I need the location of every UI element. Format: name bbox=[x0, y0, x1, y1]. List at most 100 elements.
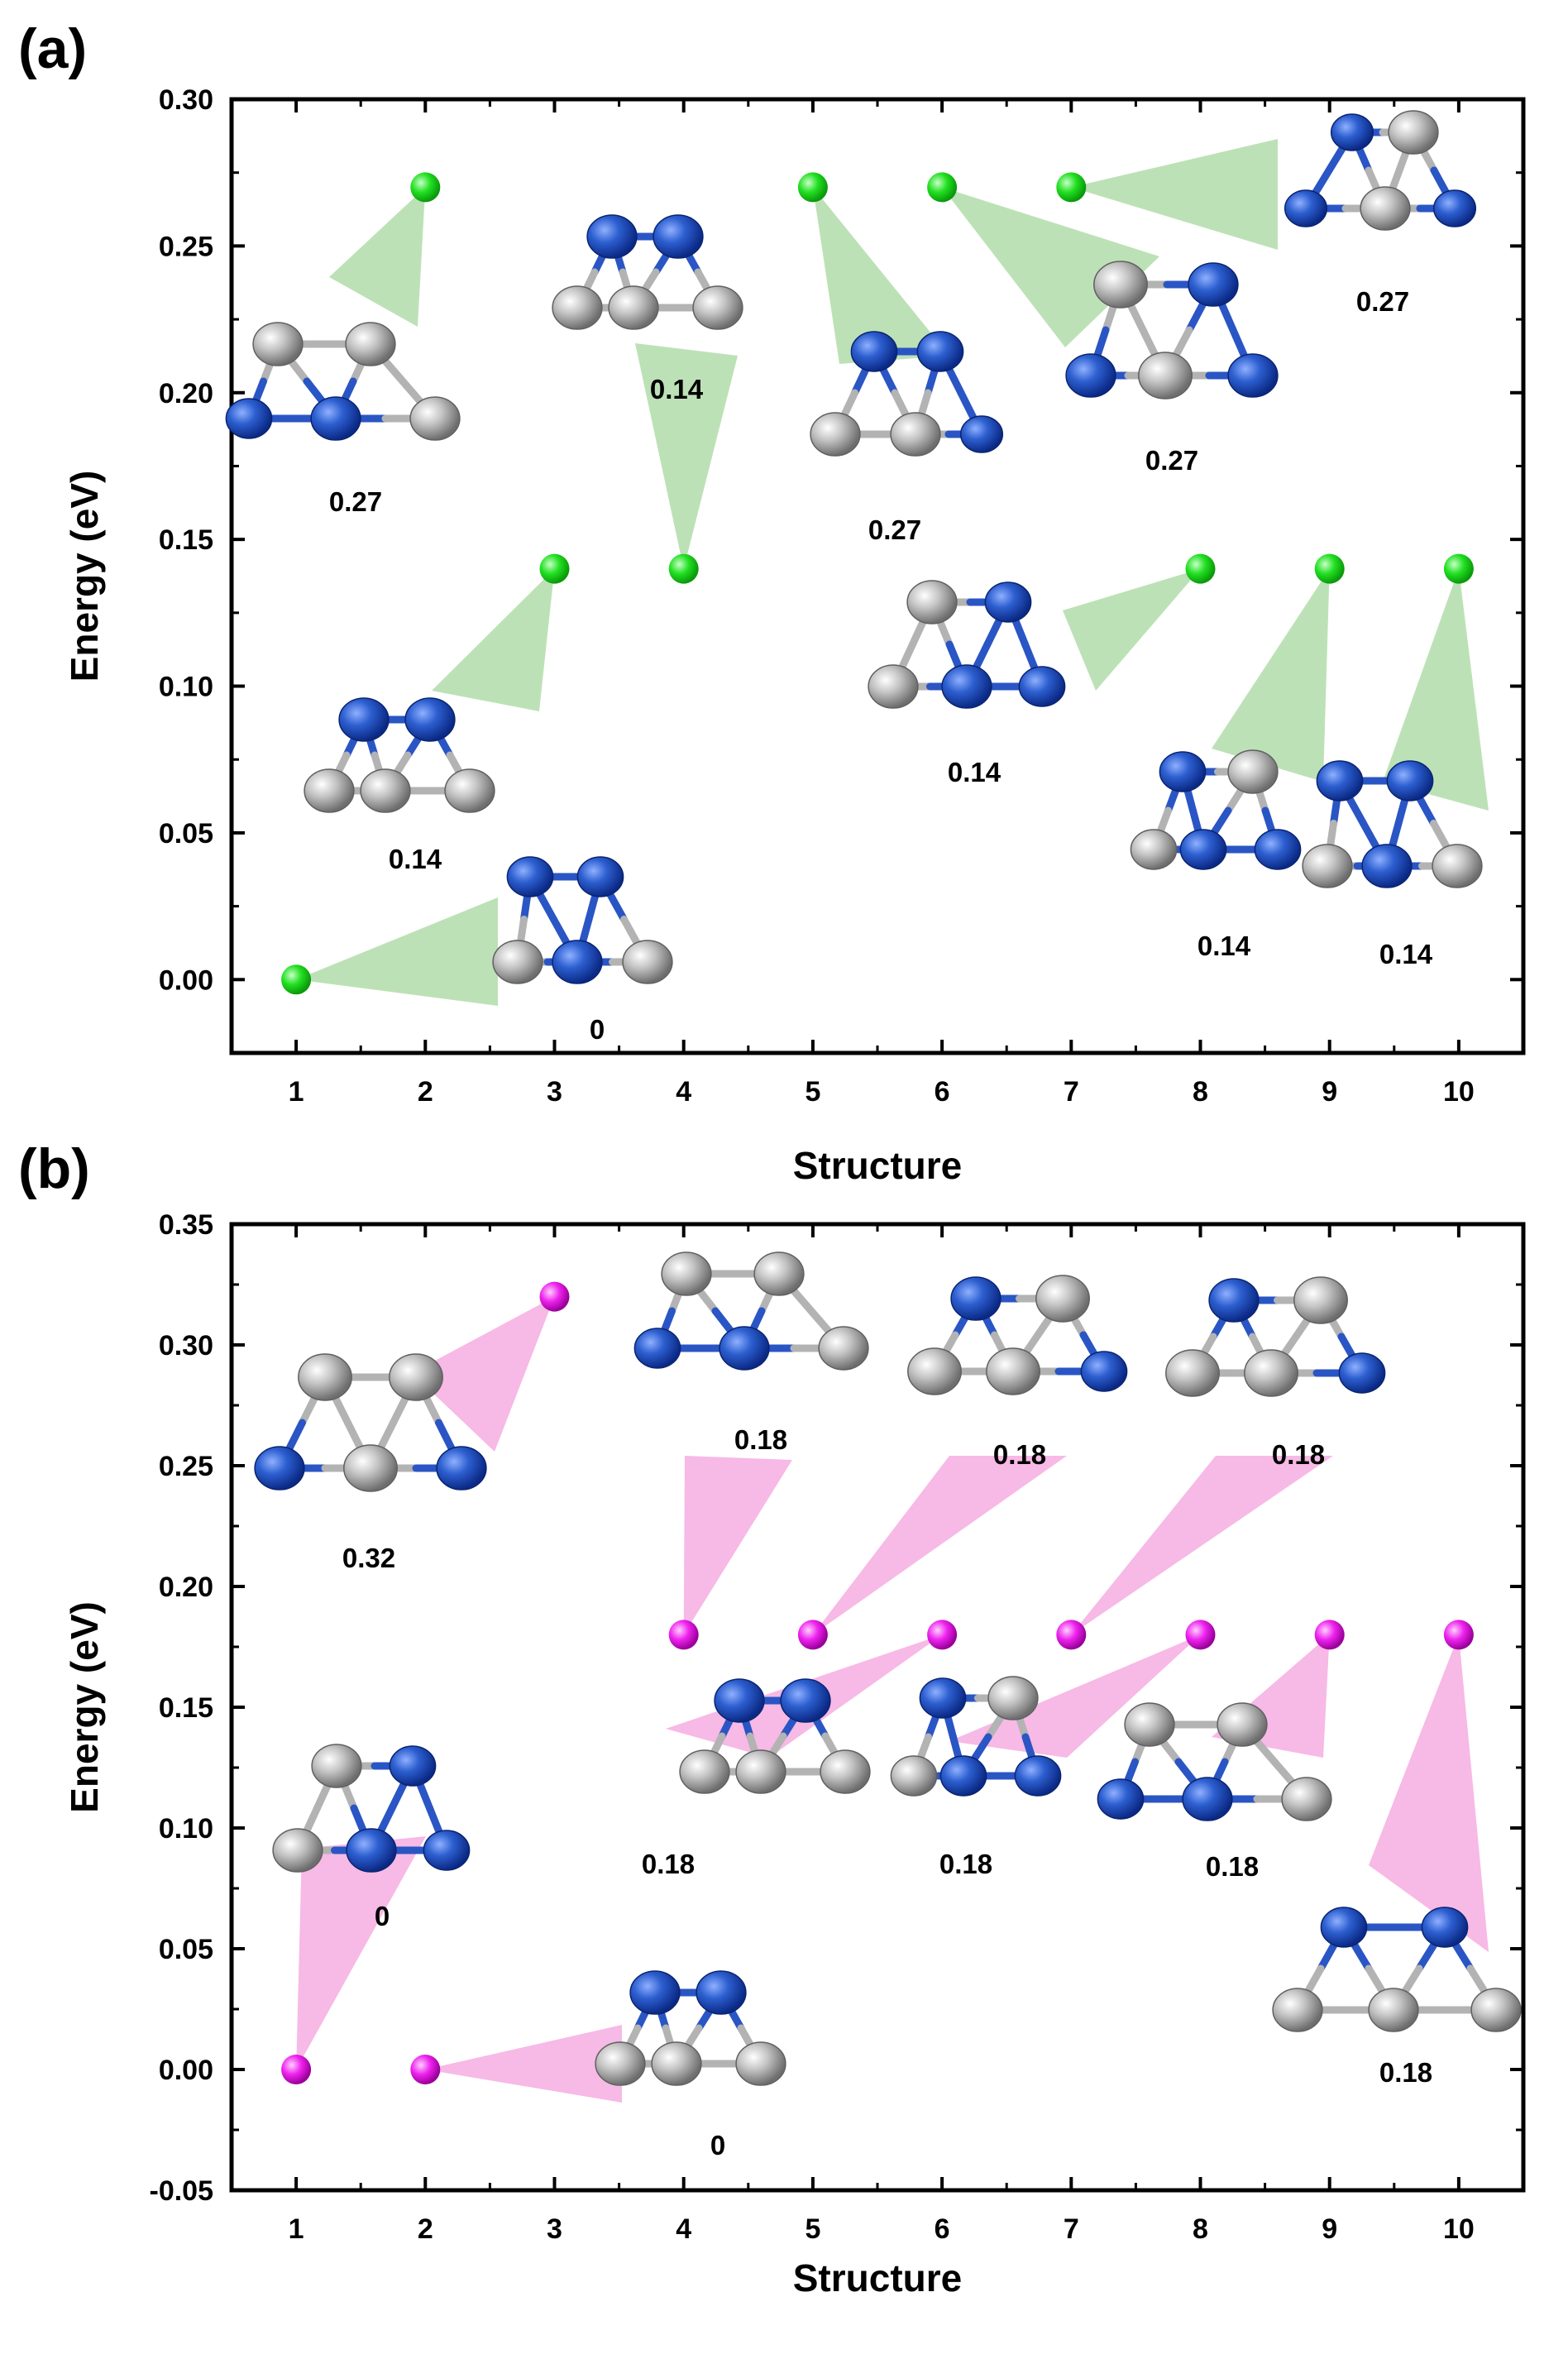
atom-blue bbox=[576, 856, 624, 897]
callout-wedge bbox=[329, 187, 426, 327]
molecule-structure: 0.14 bbox=[868, 580, 1066, 787]
atom-blue bbox=[1386, 760, 1434, 801]
data-point bbox=[1056, 1620, 1087, 1650]
atom-grey bbox=[360, 768, 411, 813]
callout-wedge bbox=[296, 1836, 426, 2070]
atom-blue bbox=[1065, 353, 1116, 398]
x-tick-label: 5 bbox=[805, 2213, 820, 2245]
atom-grey bbox=[753, 1251, 805, 1296]
atom-grey bbox=[622, 940, 673, 984]
structure-energy-label: 0.32 bbox=[342, 1543, 395, 1573]
atom-grey bbox=[735, 2041, 786, 2086]
atom-blue bbox=[1188, 262, 1239, 307]
callout-wedge bbox=[296, 897, 498, 1006]
molecule-structure: 0 bbox=[492, 856, 673, 1045]
structure-energy-label: 0.14 bbox=[389, 844, 442, 874]
atom-blue bbox=[338, 697, 390, 742]
y-axis-label: Energy (eV) bbox=[63, 1601, 106, 1813]
callout-wedge bbox=[683, 1456, 792, 1635]
data-point bbox=[410, 172, 441, 203]
atom-grey bbox=[651, 2041, 702, 2086]
molecule-structure: 0.14 bbox=[552, 214, 743, 404]
structure-energy-label: 0.18 bbox=[1206, 1851, 1259, 1882]
callout-wedge bbox=[942, 187, 1159, 347]
y-tick-label: 0.10 bbox=[159, 672, 213, 703]
atom-grey bbox=[906, 580, 958, 624]
atom-blue bbox=[423, 1830, 471, 1871]
molecule-structure: 0.18 bbox=[1097, 1702, 1332, 1882]
atom-grey bbox=[272, 1828, 323, 1873]
callout-wedge bbox=[1071, 1456, 1333, 1635]
atom-blue bbox=[696, 1970, 747, 2015]
atom-blue bbox=[719, 1326, 770, 1371]
y-tick-label: 0.30 bbox=[159, 84, 213, 116]
structure-energy-label: 0.18 bbox=[993, 1439, 1046, 1470]
atom-grey bbox=[818, 1326, 869, 1371]
y-tick-label: 0.00 bbox=[159, 2055, 213, 2086]
callout-wedge bbox=[1369, 1634, 1489, 1952]
x-tick-label: 3 bbox=[547, 2213, 562, 2245]
y-tick-label: 0.25 bbox=[159, 231, 213, 262]
atom-grey bbox=[409, 396, 461, 441]
structure-energy-label: 0.27 bbox=[329, 486, 382, 517]
data-point bbox=[1443, 553, 1474, 584]
atom-blue bbox=[436, 1446, 487, 1491]
callout-wedge bbox=[425, 2025, 622, 2103]
x-tick-label: 7 bbox=[1064, 1076, 1079, 1108]
atom-grey bbox=[907, 1347, 962, 1395]
atom-blue bbox=[959, 415, 1004, 453]
atom-blue bbox=[1320, 1907, 1368, 1948]
y-tick-label: 0.10 bbox=[159, 1813, 213, 1845]
structure-energy-label: 0.27 bbox=[1145, 445, 1198, 476]
atom-blue bbox=[1080, 1351, 1128, 1392]
molecule-structure: 0.18 bbox=[1165, 1276, 1386, 1470]
atom-grey bbox=[1470, 1988, 1522, 2032]
structure-energy-label: 0.14 bbox=[1379, 939, 1433, 969]
structure-energy-label: 0.14 bbox=[650, 374, 704, 404]
callout-wedge bbox=[949, 1634, 1201, 1758]
data-point bbox=[927, 172, 958, 203]
structure-energy-label: 0.18 bbox=[642, 1849, 695, 1879]
atom-grey bbox=[1165, 1349, 1220, 1397]
callout-wedge bbox=[1071, 139, 1278, 250]
structure-energy-label: 0 bbox=[375, 1901, 390, 1931]
atom-blue bbox=[1014, 1755, 1062, 1797]
atom-blue bbox=[850, 331, 898, 372]
molecule-structure: 0.27 bbox=[1065, 261, 1279, 476]
x-tick-label: 4 bbox=[676, 1076, 691, 1108]
y-axis-label: Energy (eV) bbox=[63, 471, 106, 682]
atom-blue bbox=[780, 1678, 831, 1723]
atom-grey bbox=[345, 322, 396, 366]
atom-blue bbox=[1254, 829, 1302, 870]
y-tick-label: 0.00 bbox=[159, 964, 213, 996]
atom-grey bbox=[1227, 749, 1279, 794]
atom-blue bbox=[653, 214, 704, 259]
atom-blue bbox=[941, 664, 992, 709]
atom-blue bbox=[939, 1755, 987, 1797]
y-tick-label: 0.25 bbox=[159, 1451, 213, 1482]
atom-blue bbox=[254, 1446, 305, 1491]
x-tick-label: 3 bbox=[547, 1076, 562, 1108]
panel-b-label: (b) bbox=[18, 1137, 90, 1200]
atom-grey bbox=[1293, 1276, 1348, 1324]
atom-grey bbox=[1360, 186, 1411, 231]
data-point bbox=[539, 553, 570, 584]
atom-grey bbox=[343, 1444, 398, 1492]
atom-grey bbox=[1432, 844, 1483, 888]
atom-blue bbox=[950, 1276, 1002, 1321]
atom-grey bbox=[1130, 829, 1178, 870]
callout-wedge bbox=[812, 187, 949, 364]
molecule-structure: 0 bbox=[595, 1970, 786, 2160]
atom-blue bbox=[1284, 189, 1328, 227]
atom-blue bbox=[1227, 353, 1279, 398]
atom-grey bbox=[1302, 844, 1353, 888]
atom-grey bbox=[692, 285, 743, 330]
molecule-structure: 0.14 bbox=[1130, 749, 1302, 961]
x-tick-label: 10 bbox=[1443, 2213, 1475, 2245]
x-tick-label: 5 bbox=[805, 1076, 820, 1108]
data-point bbox=[797, 1620, 828, 1650]
molecule-structure: 0.32 bbox=[254, 1353, 487, 1573]
x-tick-label: 6 bbox=[935, 2213, 950, 2245]
y-tick-label: 0.30 bbox=[159, 1330, 213, 1361]
atom-grey bbox=[735, 1749, 786, 1794]
